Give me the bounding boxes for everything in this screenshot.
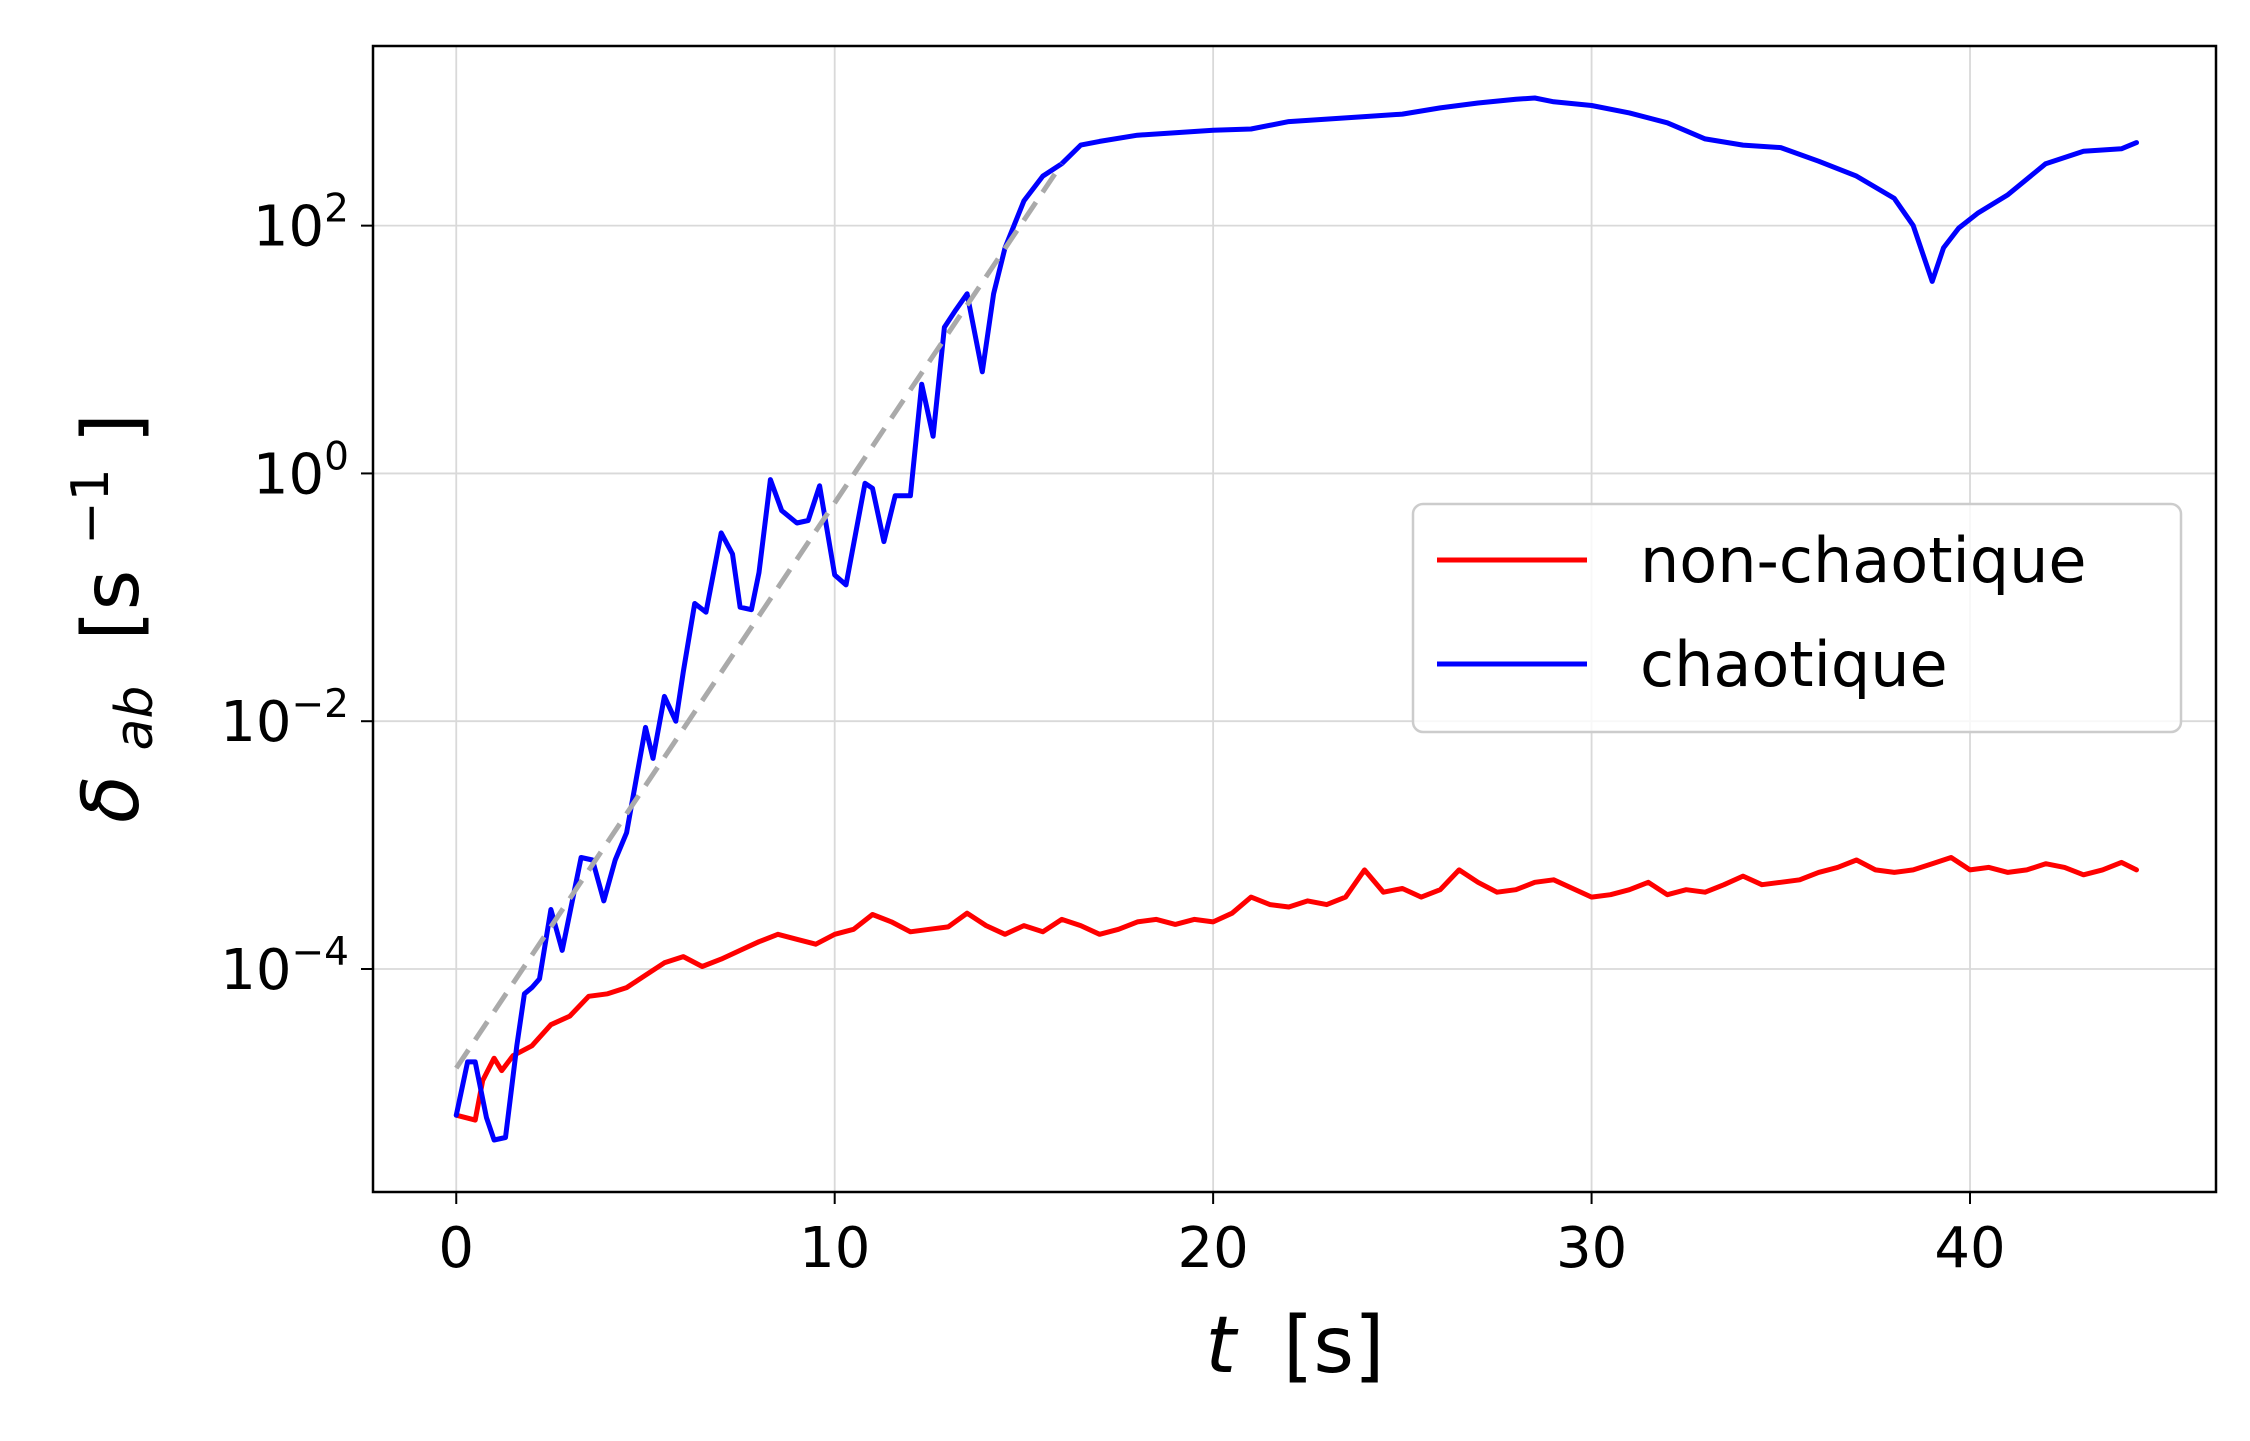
legend-label-non-chaotique: non-chaotique xyxy=(1640,524,2087,597)
plot-frame xyxy=(371,44,2218,1194)
series-line-chaotique xyxy=(453,95,2139,1143)
x-tick-label: 10 xyxy=(799,1216,870,1281)
y-axis-var: δ xyxy=(67,775,157,823)
legend-box xyxy=(1411,502,2183,734)
y-tick-label: 10−2 xyxy=(220,682,349,755)
x-tick-label: 30 xyxy=(1556,1216,1627,1281)
x-axis-unit: [s] xyxy=(1283,1301,1385,1391)
y-axis-unit-open: [s xyxy=(67,570,157,641)
plot-area xyxy=(453,95,2139,1143)
y-tick-label: 102 xyxy=(253,187,349,260)
y-axis-unit-sup: −1 xyxy=(61,468,121,545)
fit-line xyxy=(454,162,1064,1070)
x-axis-title: t [s] xyxy=(1206,1301,1385,1391)
y-axis-unit-close: ] xyxy=(67,413,157,443)
y-axis-title: δ ab [s −1 ] xyxy=(37,413,171,823)
y-tick-label: 100 xyxy=(253,434,349,507)
x-tick-label: 0 xyxy=(438,1216,474,1281)
x-axis-var: t xyxy=(1206,1301,1239,1391)
series-line-non-chaotique xyxy=(453,855,2139,1123)
y-axis-sub: ab xyxy=(105,686,165,751)
legend-label-chaotique: chaotique xyxy=(1640,628,1948,701)
y-tick-label: 10−4 xyxy=(220,930,349,1003)
x-tick-label: 20 xyxy=(1178,1216,1249,1281)
x-tick-label: 40 xyxy=(1934,1216,2005,1281)
ticks: 0 10 20 30 40 102 100 10−2 10−4 xyxy=(220,187,2005,1281)
legend: non-chaotique chaotique xyxy=(1411,502,2183,734)
